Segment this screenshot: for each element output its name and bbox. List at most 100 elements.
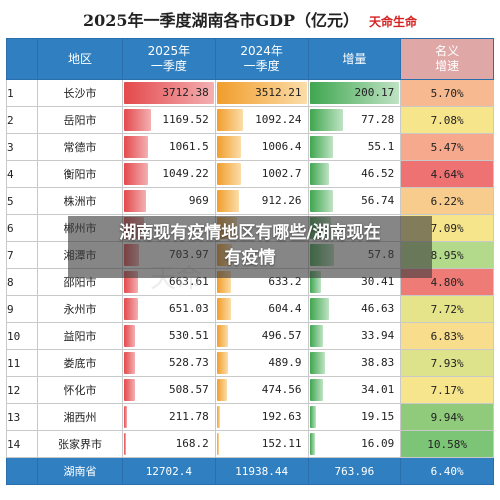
row-rank: 14 — [6, 430, 38, 458]
row-rate: 7.08% — [400, 106, 494, 134]
header-rate: 名义 增速 — [400, 38, 494, 80]
row-gdp2024-bar — [216, 325, 228, 347]
row-gdp2025-value: 211.78 — [169, 410, 209, 423]
table-row: 13 湘西州 211.78 192.63 19.15 9.94% — [6, 403, 494, 431]
row-gdp2024-value: 604.4 — [268, 302, 302, 315]
row-gdp2024-bar — [216, 136, 242, 158]
row-rank: 13 — [6, 403, 38, 431]
row-area: 常德市 — [37, 133, 123, 161]
row-gdp2024-value: 3512.21 — [255, 86, 302, 99]
row-gdp2025-value: 508.57 — [169, 383, 209, 396]
row-gdp2025-bar — [124, 433, 127, 455]
row-area: 益阳市 — [37, 322, 123, 350]
row-gdp2024-bar — [216, 82, 307, 104]
row-increase-bar — [309, 433, 315, 455]
row-gdp2025-cell: 528.73 — [122, 349, 216, 377]
row-gdp2024-value: 496.57 — [261, 329, 302, 342]
overlay-line-2: 有疫情 — [224, 248, 276, 268]
row-gdp2024-value: 1092.24 — [255, 113, 302, 126]
row-gdp2024-cell: 152.11 — [214, 430, 309, 458]
row-increase-value: 46.63 — [361, 302, 395, 315]
row-increase-cell: 77.28 — [307, 106, 402, 134]
row-gdp2024-cell: 192.63 — [214, 403, 309, 431]
row-increase-bar — [309, 352, 326, 374]
row-increase-bar — [309, 190, 334, 212]
table-row: 9 永州市 651.03 604.4 46.63 7.72% — [6, 295, 494, 323]
table-row: 11 娄底市 528.73 489.9 38.83 7.93% — [6, 349, 494, 377]
row-increase-cell: 46.52 — [307, 160, 402, 188]
row-gdp2025-value: 651.03 — [169, 302, 209, 315]
row-gdp2025-bar — [124, 379, 135, 401]
row-gdp2025-bar — [124, 406, 128, 428]
row-rank: 2 — [6, 106, 38, 134]
row-rate: 7.72% — [400, 295, 494, 323]
row-increase-value: 38.83 — [361, 356, 395, 369]
row-gdp2024-cell: 1092.24 — [214, 106, 309, 134]
row-gdp2025-cell: 969 — [122, 187, 216, 215]
row-area: 衡阳市 — [37, 160, 123, 188]
header-rate-line1: 名义 — [435, 44, 460, 58]
header-gdp2025-line2: 一季度 — [150, 59, 187, 73]
row-increase-value: 19.15 — [361, 410, 395, 423]
row-gdp2025-cell: 508.57 — [122, 376, 216, 404]
row-gdp2024-cell: 1002.7 — [214, 160, 309, 188]
table-total-row: 湖南省 12702.4 11938.44 763.96 6.40% — [6, 457, 494, 485]
row-gdp2024-value: 1002.7 — [261, 167, 302, 180]
row-gdp2025-cell: 651.03 — [122, 295, 216, 323]
header-rate-line2: 增速 — [435, 59, 460, 73]
table-row: 3 常德市 1061.5 1006.4 55.1 5.47% — [6, 133, 494, 161]
row-gdp2025-cell: 168.2 — [122, 430, 216, 458]
row-gdp2025-value: 1061.5 — [169, 140, 209, 153]
row-gdp2025-bar — [124, 82, 214, 104]
header-gdp2024-line1: 2024年 — [240, 44, 283, 58]
row-gdp2024-bar — [216, 433, 219, 455]
row-increase-cell: 33.94 — [307, 322, 402, 350]
header-gdp2025: 2025年 一季度 — [122, 38, 216, 80]
total-area: 湖南省 — [37, 457, 123, 485]
row-increase-cell: 16.09 — [307, 430, 402, 458]
overlay-caption[interactable]: 湖南现有疫情地区有哪些/湖南现在 有疫情 — [68, 216, 432, 278]
row-increase-bar — [309, 109, 343, 131]
total-rate: 6.40% — [400, 457, 494, 485]
row-gdp2024-bar — [216, 163, 241, 185]
row-increase-bar — [309, 325, 324, 347]
row-gdp2025-value: 528.73 — [169, 356, 209, 369]
header-gdp2025-line1: 2025年 — [147, 44, 191, 58]
row-gdp2025-bar — [124, 298, 139, 320]
row-rank: 9 — [6, 295, 38, 323]
row-rate: 9.94% — [400, 403, 494, 431]
row-increase-cell: 200.17 — [307, 79, 402, 107]
table-row: 5 株洲市 969 912.26 56.74 6.22% — [6, 187, 494, 215]
row-increase-value: 16.09 — [361, 437, 395, 450]
row-gdp2024-cell: 489.9 — [214, 349, 309, 377]
row-rate: 5.70% — [400, 79, 494, 107]
row-increase-value: 55.1 — [367, 140, 395, 153]
row-rate: 6.83% — [400, 322, 494, 350]
row-area: 永州市 — [37, 295, 123, 323]
row-rank: 5 — [6, 187, 38, 215]
header-rank — [6, 38, 38, 80]
row-gdp2024-value: 192.63 — [261, 410, 302, 423]
row-rank: 3 — [6, 133, 38, 161]
table-row: 14 张家界市 168.2 152.11 16.09 10.58% — [6, 430, 494, 458]
table-header-row: 地区 2025年 一季度 2024年 一季度 增量 名义 增速 — [6, 38, 494, 80]
row-gdp2024-bar — [216, 190, 239, 212]
row-gdp2025-cell: 1169.52 — [122, 106, 216, 134]
row-rank: 6 — [6, 214, 38, 242]
row-rate: 5.47% — [400, 133, 494, 161]
row-gdp2025-cell: 1061.5 — [122, 133, 216, 161]
row-gdp2025-bar — [124, 109, 151, 131]
row-rate: 10.58% — [400, 430, 494, 458]
row-gdp2025-cell: 530.51 — [122, 322, 216, 350]
row-increase-cell: 46.63 — [307, 295, 402, 323]
row-gdp2025-bar — [124, 325, 136, 347]
row-gdp2025-value: 3712.38 — [162, 86, 209, 99]
row-gdp2024-cell: 1006.4 — [214, 133, 309, 161]
row-gdp2024-cell: 496.57 — [214, 322, 309, 350]
table-row: 2 岳阳市 1169.52 1092.24 77.28 7.08% — [6, 106, 494, 134]
row-increase-bar — [309, 163, 329, 185]
overlay-line-1: 湖南现有疫情地区有哪些/湖南现在 — [119, 223, 381, 243]
row-gdp2025-value: 969 — [188, 194, 209, 207]
row-increase-cell: 34.01 — [307, 376, 402, 404]
row-increase-bar — [309, 136, 333, 158]
